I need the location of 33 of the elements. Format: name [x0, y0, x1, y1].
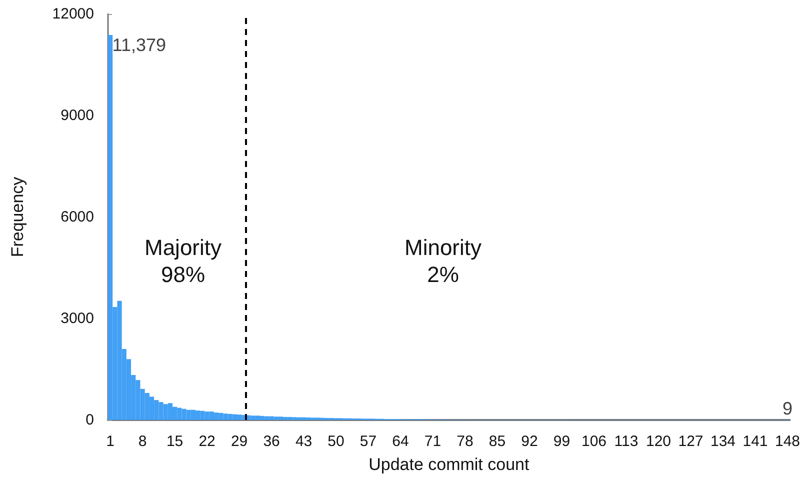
- x-tick-label: 29: [230, 433, 248, 450]
- x-tick-label: 92: [521, 433, 538, 450]
- y-tick-label: 6000: [60, 208, 94, 226]
- x-tick-label: 50: [328, 433, 344, 450]
- x-tick-label: 43: [295, 433, 312, 450]
- x-tick-label: 85: [488, 433, 506, 450]
- annotation: Minority 2%: [404, 235, 482, 287]
- x-tick-label: 8: [138, 433, 147, 450]
- x-tick-label: 99: [553, 433, 570, 450]
- x-tick-label: 127: [678, 433, 704, 450]
- x-tick-label: 106: [581, 433, 607, 450]
- x-tick-label: 120: [646, 433, 672, 450]
- x-tick-label: 78: [456, 433, 474, 450]
- x-tick-label: 1: [106, 433, 114, 450]
- y-tick-label: 3000: [60, 310, 94, 327]
- annotation: 11,379: [112, 35, 166, 56]
- x-axis-title: Update commit count: [368, 455, 530, 474]
- annotation: Majority 98%: [144, 235, 222, 287]
- x-tick-label: 148: [774, 433, 800, 450]
- y-tick-label: 0: [86, 412, 94, 428]
- x-tick-label: 57: [360, 433, 377, 450]
- x-tick-label: 113: [614, 433, 638, 450]
- y-axis-title: Frequency: [8, 176, 27, 258]
- x-tick-label: 64: [392, 433, 409, 450]
- x-tick-label: 71: [424, 433, 442, 450]
- annotation: 9: [782, 398, 792, 419]
- y-tick-label: 12000: [52, 6, 94, 22]
- y-tick-label: 9000: [60, 107, 94, 124]
- x-tick-label: 36: [263, 433, 280, 450]
- x-tick-label: 22: [198, 433, 216, 450]
- x-tick-label: 134: [710, 433, 736, 450]
- x-tick-label: 141: [742, 433, 768, 450]
- x-tick-label: 15: [166, 433, 184, 450]
